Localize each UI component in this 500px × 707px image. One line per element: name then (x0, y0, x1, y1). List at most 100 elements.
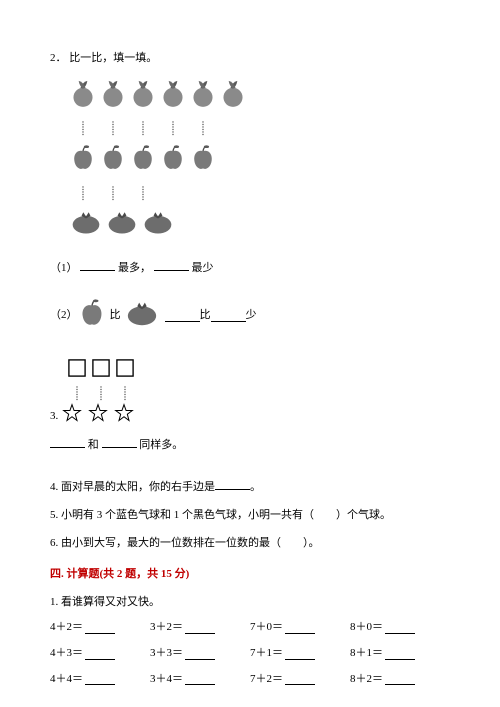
connector-dots (68, 385, 86, 403)
star-icon (62, 403, 82, 430)
equation-grid: 4＋2＝ 3＋2＝7＋0＝8＋0＝ 4＋3＝ 3＋3＝ 7＋1＝ 8＋1＝ 4＋4＝ 3＋4＝… (50, 619, 450, 688)
q2-sub3: 3. 和 同样多。 (50, 359, 450, 455)
answer-blank[interactable] (385, 622, 415, 634)
q2-header: 2． 比一比，填一填。 (50, 50, 450, 68)
equation-cell: 4＋3＝ (50, 645, 150, 663)
equation-row: 4＋3＝ 3＋3＝ 7＋1＝ 8＋1＝ (50, 645, 450, 663)
answer-blank[interactable] (185, 648, 215, 660)
answer-blank[interactable] (285, 622, 315, 634)
inline-tomato-icon (125, 299, 159, 334)
q6-text: 6. 由小到大写，最大的一位数排在一位数的最（ ）。 (50, 537, 320, 549)
connector-dots (92, 385, 110, 403)
connector-row-2 (70, 185, 450, 203)
star-icon (114, 403, 134, 430)
equation-text: 3＋3＝ (150, 645, 183, 663)
equation-text: 7＋1＝ (250, 645, 283, 663)
q2-sub2-label: （2） (50, 307, 78, 325)
tomato-icon (70, 209, 102, 242)
equation-text: 4＋3＝ (50, 645, 83, 663)
equation-text: 8＋1＝ (350, 645, 383, 663)
blank[interactable] (154, 259, 189, 271)
peach-icon (100, 78, 126, 115)
answer-blank[interactable] (385, 673, 415, 685)
equation-cell: 4＋4＝ (50, 671, 150, 689)
apple-row (70, 144, 450, 179)
apple-icon (190, 144, 216, 179)
equation-text: 4＋4＝ (50, 671, 83, 689)
apple-icon (100, 144, 126, 179)
equation-cell: 8＋1＝ (350, 645, 450, 663)
q2-number: 2． (50, 52, 67, 64)
equation-row: 4＋4＝ 3＋4＝ 7＋2＝ 8＋2＝ (50, 671, 450, 689)
answer-blank[interactable] (385, 648, 415, 660)
q2-sub2-t1: 比 (110, 307, 121, 325)
q2-sub3-t1: 和 (88, 439, 99, 451)
q4: 4. 面对早晨的太阳，你的右手边是 。 (50, 478, 450, 497)
answer-blank[interactable] (285, 648, 315, 660)
peach-icon (160, 78, 186, 115)
blank[interactable] (80, 259, 115, 271)
connector-dots (130, 185, 156, 203)
tomato-row (70, 209, 450, 242)
q5: 5. 小明有 3 个蓝色气球和 1 个黑色气球，小明一共有（ ）个气球。 (50, 507, 450, 525)
q2-sub2: （2） 比 比 少 (50, 298, 450, 335)
apple-icon (160, 144, 186, 179)
connector-dots (100, 185, 126, 203)
equation-text: 7＋2＝ (250, 671, 283, 689)
answer-blank[interactable] (85, 673, 115, 685)
equation-cell: 8＋2＝ (350, 671, 450, 689)
equation-row: 4＋2＝ 3＋2＝7＋0＝8＋0＝ (50, 619, 450, 637)
answer-blank[interactable] (285, 673, 315, 685)
box-icon (116, 359, 134, 384)
connector-dots (70, 120, 96, 138)
section4-title: 四. 计算题(共 2 题，共 15 分) (50, 566, 450, 584)
connector-row-1 (70, 120, 450, 138)
q2-sub1-label: （1） (50, 262, 78, 274)
equation-text: 4＋2＝ (50, 619, 83, 637)
blank[interactable] (215, 478, 250, 490)
q2-sub2-t2: 比 (200, 307, 211, 325)
answer-blank[interactable] (85, 648, 115, 660)
apple-icon (130, 144, 156, 179)
equation-text: 8＋0＝ (350, 619, 383, 637)
equation-cell: 7＋1＝ (250, 645, 350, 663)
blank[interactable] (211, 310, 246, 322)
section4-sub1: 1. 看谁算得又对又快。 (50, 594, 450, 612)
connector-row-3 (68, 385, 450, 403)
q2-sub1: （1） 最多， 最少 (50, 259, 450, 278)
box-icon (92, 359, 110, 384)
box-icon (68, 359, 86, 384)
blank[interactable] (102, 436, 137, 448)
connector-dots (190, 120, 216, 138)
connector-dots (100, 120, 126, 138)
apple-icon (70, 144, 96, 179)
box-row (68, 359, 450, 384)
connector-dots (160, 120, 186, 138)
q5-text: 5. 小明有 3 个蓝色气球和 1 个黑色气球，小明一共有（ ）个气球。 (50, 509, 391, 521)
peach-icon (70, 78, 96, 115)
blank[interactable] (50, 436, 85, 448)
q4-end: 。 (250, 481, 261, 493)
q2-sub2-t3: 少 (246, 307, 257, 325)
q4-text: 4. 面对早晨的太阳，你的右手边是 (50, 481, 215, 493)
blank[interactable] (165, 310, 200, 322)
equation-text: 3＋4＝ (150, 671, 183, 689)
q2-title: 比一比，填一填。 (69, 52, 157, 64)
tomato-icon (106, 209, 138, 242)
equation-cell: 3＋3＝ (150, 645, 250, 663)
equation-cell: 7＋2＝ (250, 671, 350, 689)
equation-cell: 3＋2＝ (150, 619, 250, 637)
star-icon (88, 403, 108, 430)
inline-apple-icon (78, 298, 106, 335)
equation-cell: 7＋0＝ (250, 619, 350, 637)
q6: 6. 由小到大写，最大的一位数排在一位数的最（ ）。 (50, 535, 450, 553)
peach-icon (220, 78, 246, 115)
answer-blank[interactable] (85, 622, 115, 634)
tomato-icon (142, 209, 174, 242)
connector-dots (116, 385, 134, 403)
q2-sub3-t2: 同样多。 (139, 439, 183, 451)
answer-blank[interactable] (185, 673, 215, 685)
answer-blank[interactable] (185, 622, 215, 634)
connector-dots (130, 120, 156, 138)
peach-row (70, 78, 450, 115)
